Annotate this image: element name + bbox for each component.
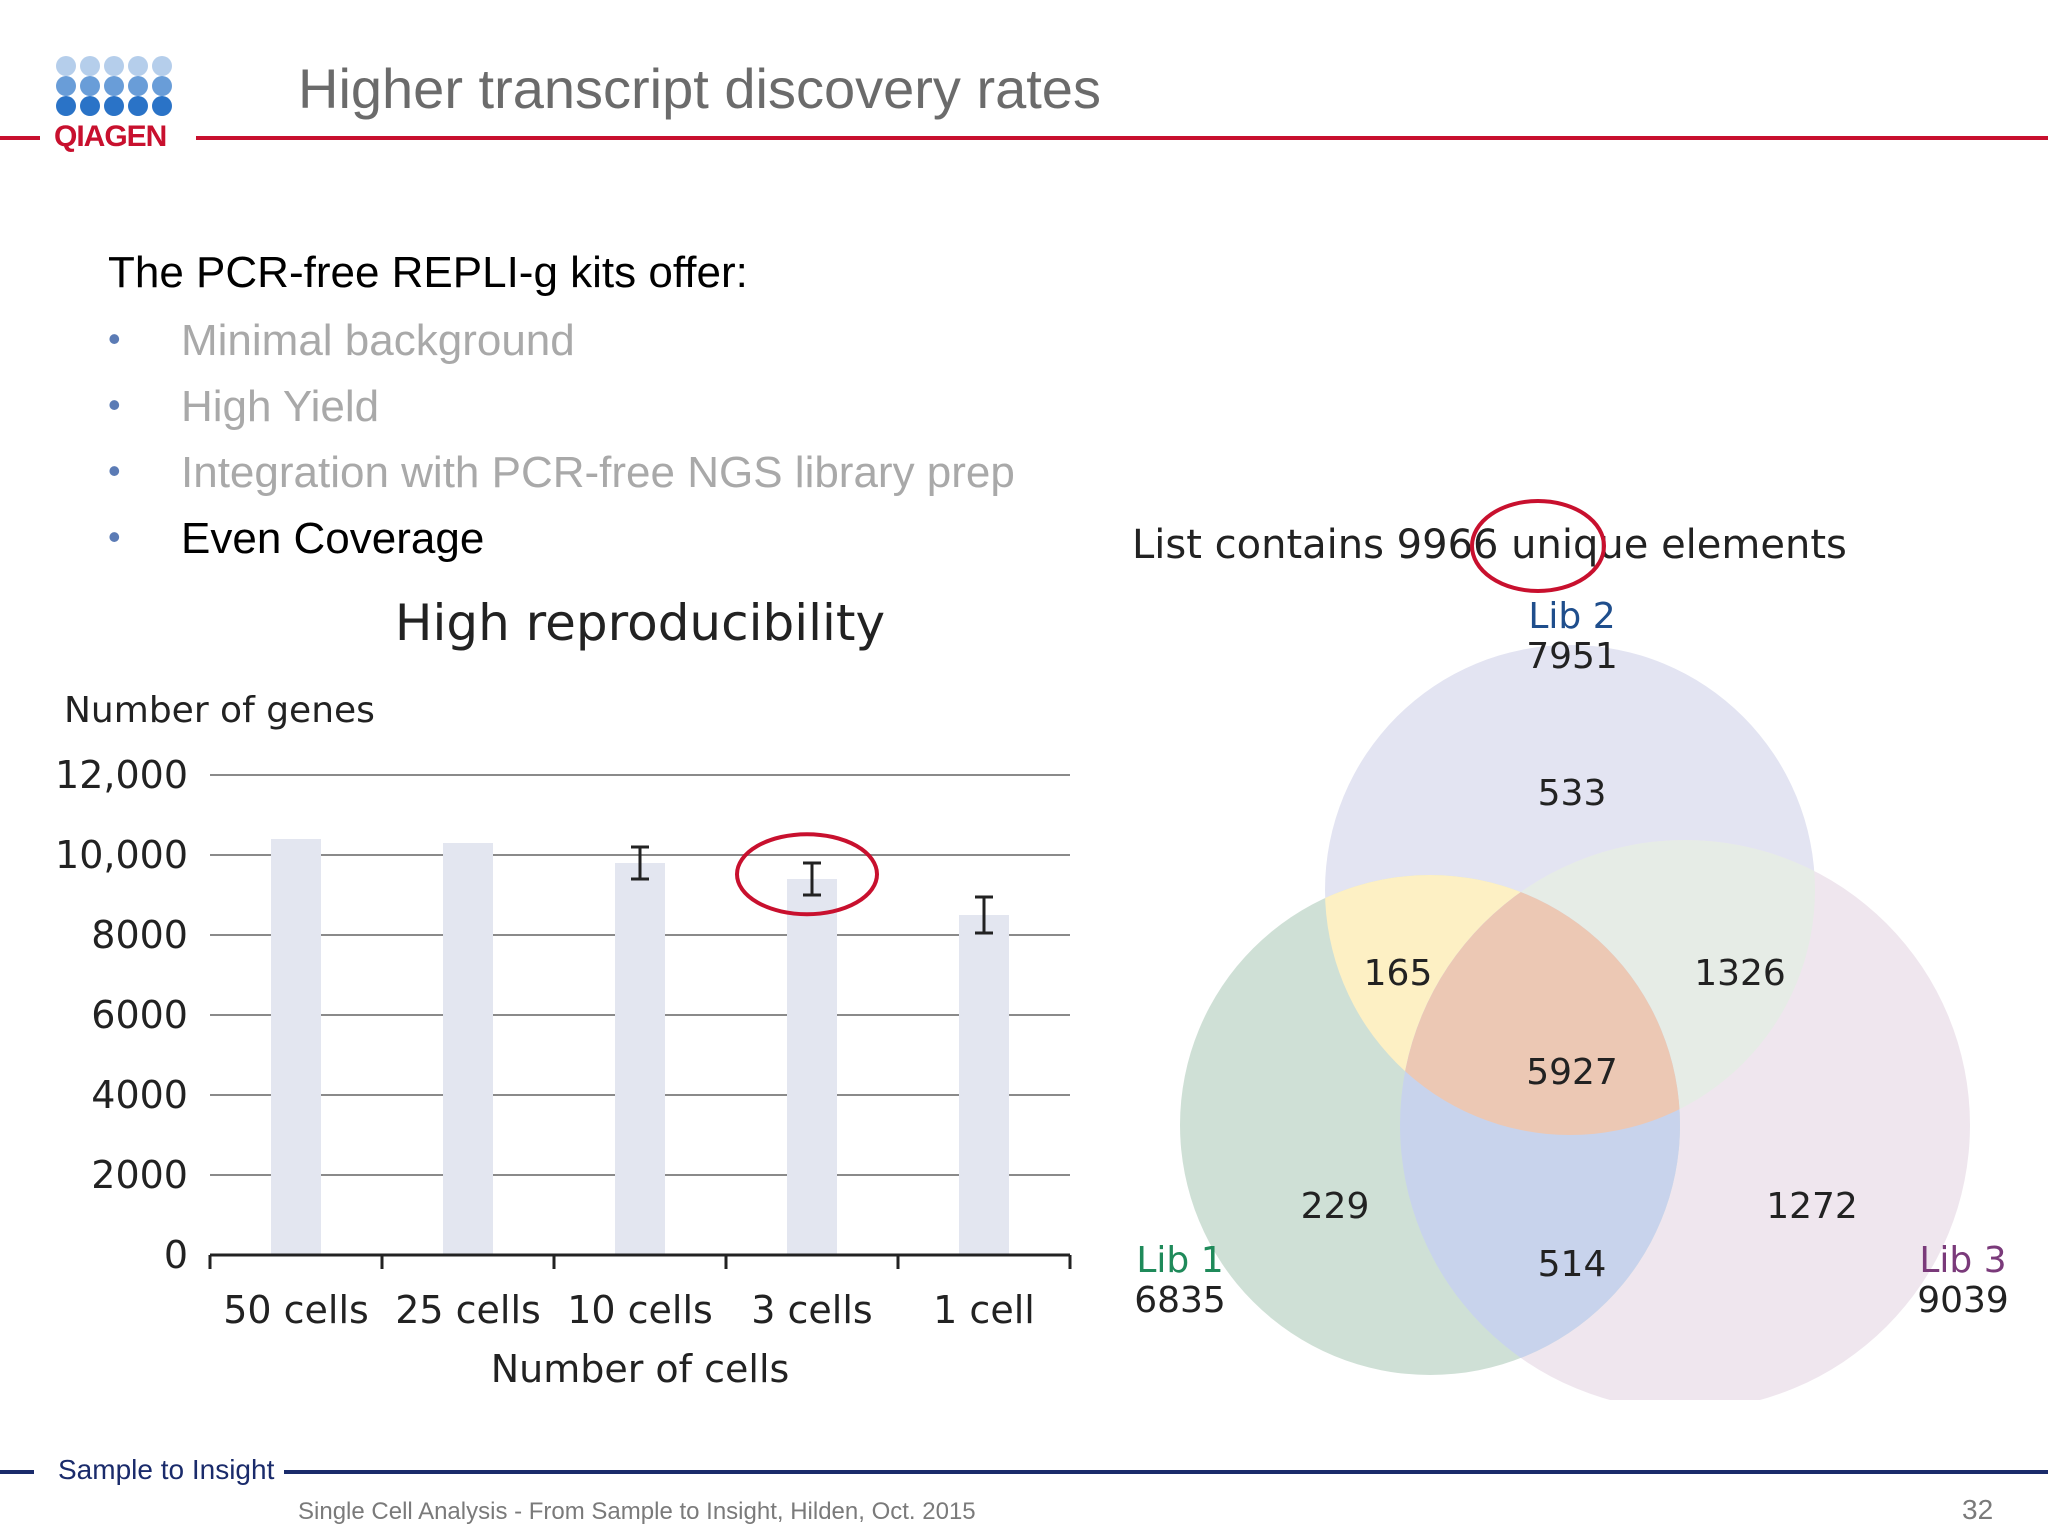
y-tick-label: 4000 xyxy=(91,1073,188,1117)
logo-dot xyxy=(104,76,124,96)
venn-set-name: Lib 2 xyxy=(1528,596,1615,637)
header-rule-left xyxy=(0,136,40,140)
logo-dot xyxy=(104,56,124,76)
logo-dot xyxy=(152,76,172,96)
bullet-text: Minimal background xyxy=(181,316,575,365)
footer-rule xyxy=(284,1470,2048,1474)
logo-dot xyxy=(56,76,76,96)
logo-dot xyxy=(80,96,100,116)
logo-dot xyxy=(56,56,76,76)
highlight-circle xyxy=(1470,499,1606,593)
logo-dot xyxy=(152,96,172,116)
venn-set-size: 6835 xyxy=(1134,1280,1226,1321)
bullet-dot-icon: • xyxy=(108,318,121,359)
y-axis-label: Number of genes xyxy=(64,690,375,731)
error-bar xyxy=(631,845,649,881)
venn-region-label: 5927 xyxy=(1526,1052,1618,1093)
bar xyxy=(271,839,321,1255)
qiagen-logo-dots xyxy=(56,56,172,116)
x-tick-label: 1 cell xyxy=(933,1288,1035,1332)
x-tick-label: 10 cells xyxy=(567,1288,713,1332)
logo-dot xyxy=(152,56,172,76)
bar xyxy=(959,915,1009,1255)
y-tick-label: 0 xyxy=(164,1233,188,1277)
venn-set-size: 7951 xyxy=(1526,636,1618,677)
venn-set-name: Lib 3 xyxy=(1919,1240,2006,1281)
venn-set-size: 9039 xyxy=(1917,1280,2009,1321)
bullet-dot-icon: • xyxy=(108,384,121,425)
highlight-circle xyxy=(735,832,879,917)
footer-tagline: Sample to Insight xyxy=(58,1454,275,1485)
logo-dot xyxy=(56,96,76,116)
y-tick-label: 6000 xyxy=(91,993,188,1037)
x-tick-label: 3 cells xyxy=(751,1288,872,1332)
venn-set-name: Lib 1 xyxy=(1136,1240,1223,1281)
x-axis-label: Number of cells xyxy=(491,1347,790,1391)
bullet-dot-icon: • xyxy=(108,450,121,491)
y-tick-label: 8000 xyxy=(91,913,188,957)
slide-title: Higher transcript discovery rates xyxy=(298,57,1101,120)
logo-dot xyxy=(128,76,148,96)
error-bar xyxy=(803,861,821,897)
bullet-text: Integration with PCR-free NGS library pr… xyxy=(181,448,1015,497)
footer-text: Single Cell Analysis - From Sample to In… xyxy=(298,1498,976,1525)
bullet-text: Even Coverage xyxy=(181,514,485,563)
logo-dot xyxy=(80,76,100,96)
y-tick-label: 12,000 xyxy=(55,753,188,797)
logo-dot xyxy=(128,56,148,76)
logo-dot xyxy=(128,96,148,116)
y-tick-label: 10,000 xyxy=(55,833,188,877)
venn-region-label: 165 xyxy=(1364,953,1433,994)
page-number: 32 xyxy=(1962,1494,1994,1525)
bar xyxy=(443,843,493,1255)
logo-dot xyxy=(80,56,100,76)
bar xyxy=(615,863,665,1255)
y-tick-label: 2000 xyxy=(91,1153,188,1197)
bar-chart: High reproducibility Number of genes 0 2000… xyxy=(55,594,1072,1391)
qiagen-logo-text: QIAGEN xyxy=(54,120,167,153)
bar xyxy=(787,879,837,1255)
venn-region-label: 1272 xyxy=(1766,1186,1858,1227)
venn-region-label: 514 xyxy=(1538,1244,1607,1285)
venn-diagram: List contains 9966 unique elements 533 165… xyxy=(1132,499,2009,1400)
bullet-dot-icon: • xyxy=(108,516,121,557)
venn-region-label: 1326 xyxy=(1694,953,1786,994)
intro-text: The PCR-free REPLI-g kits offer: xyxy=(108,248,748,297)
venn-title-count: 9966 xyxy=(1397,522,1499,568)
venn-title: List contains 9966 unique elements xyxy=(1132,522,1847,568)
logo-dot xyxy=(104,96,124,116)
venn-title-prefix: List contains xyxy=(1132,522,1397,568)
venn-region-label: 229 xyxy=(1301,1186,1370,1227)
x-tick-label: 50 cells xyxy=(223,1288,369,1332)
chart-title: High reproducibility xyxy=(395,594,885,652)
bullet-text: High Yield xyxy=(181,382,380,431)
venn-region-label: 533 xyxy=(1538,773,1607,814)
error-bar xyxy=(975,895,993,935)
header-rule xyxy=(196,136,2048,140)
x-tick-label: 25 cells xyxy=(395,1288,541,1332)
venn-title-suffix: unique elements xyxy=(1498,522,1846,568)
footer-rule-left xyxy=(0,1470,34,1474)
